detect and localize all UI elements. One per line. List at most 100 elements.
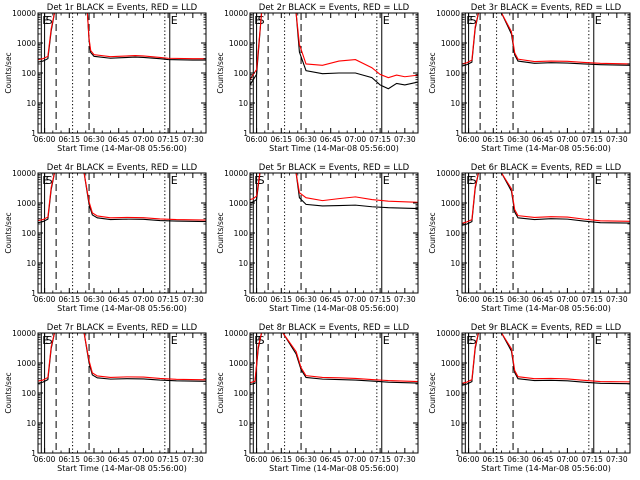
panel-title: Det 7r BLACK = Events, RED = LLD bbox=[47, 323, 198, 333]
y-tick-label: 1 bbox=[455, 129, 460, 138]
x-tick-label: 07:30 bbox=[394, 135, 416, 144]
x-tick-label: 06:30 bbox=[507, 295, 529, 304]
y-tick-label: 1000 bbox=[229, 199, 248, 208]
series-line-events bbox=[38, 13, 206, 63]
panel-title: Det 4r BLACK = Events, RED = LLD bbox=[47, 163, 198, 173]
x-tick-label: 06:00 bbox=[34, 135, 56, 144]
x-tick-label: 06:30 bbox=[295, 455, 317, 464]
series-line-events bbox=[462, 173, 630, 226]
event-marker-label: S bbox=[470, 14, 477, 27]
x-tick-label: 07:30 bbox=[182, 135, 204, 144]
y-tick-label: 10000 bbox=[12, 9, 36, 18]
y-tick-label: 100 bbox=[234, 69, 249, 78]
event-marker-label: S bbox=[258, 334, 265, 347]
x-tick-label: 06:15 bbox=[270, 295, 292, 304]
y-tick-label: 1 bbox=[31, 129, 36, 138]
y-tick-label: 100 bbox=[446, 69, 461, 78]
y-tick-label: 1 bbox=[243, 129, 248, 138]
x-tick-label: 06:15 bbox=[482, 455, 504, 464]
x-tick-label: 06:45 bbox=[320, 455, 342, 464]
x-tick-label: 06:30 bbox=[83, 455, 105, 464]
series-line-events bbox=[38, 333, 206, 384]
x-tick-label: 06:45 bbox=[532, 455, 554, 464]
series-line-events bbox=[462, 333, 630, 386]
x-tick-label: 07:15 bbox=[157, 295, 179, 304]
series-line-lld bbox=[250, 333, 418, 384]
y-tick-label: 100 bbox=[22, 229, 37, 238]
x-tick-label: 07:00 bbox=[557, 135, 579, 144]
y-axis-label: Counts/sec bbox=[4, 52, 13, 93]
x-axis-label: Start Time (14-Mar-08 05:56:00) bbox=[57, 144, 187, 153]
event-marker-label: E bbox=[595, 334, 602, 347]
x-axis-label: Start Time (14-Mar-08 05:56:00) bbox=[57, 304, 187, 313]
series-line-lld bbox=[462, 13, 630, 65]
x-tick-label: 06:15 bbox=[58, 295, 80, 304]
x-tick-label: 06:00 bbox=[246, 455, 268, 464]
plot-frame bbox=[461, 332, 631, 454]
y-tick-label: 100 bbox=[22, 389, 37, 398]
y-tick-label: 10000 bbox=[436, 9, 460, 18]
series-line-events bbox=[250, 13, 418, 90]
y-tick-label: 1 bbox=[31, 289, 36, 298]
y-axis-label: Counts/sec bbox=[216, 212, 225, 253]
panel-title: Det 2r BLACK = Events, RED = LLD bbox=[259, 3, 410, 13]
x-tick-label: 07:00 bbox=[345, 455, 367, 464]
y-tick-label: 1 bbox=[243, 449, 248, 458]
y-tick-label: 10 bbox=[26, 419, 36, 428]
x-tick-label: 06:30 bbox=[295, 295, 317, 304]
event-marker-label: E bbox=[466, 334, 473, 347]
x-tick-label: 07:15 bbox=[581, 455, 603, 464]
y-tick-label: 10 bbox=[238, 419, 248, 428]
y-tick-label: 1000 bbox=[17, 39, 36, 48]
x-tick-label: 07:15 bbox=[581, 135, 603, 144]
x-axis-label: Start Time (14-Mar-08 05:56:00) bbox=[269, 464, 399, 473]
event-marker-label: S bbox=[470, 334, 477, 347]
series-line-lld bbox=[462, 173, 630, 224]
x-axis-label: Start Time (14-Mar-08 05:56:00) bbox=[481, 464, 611, 473]
x-tick-label: 07:15 bbox=[369, 295, 391, 304]
plot-frame bbox=[37, 12, 207, 134]
event-marker-label: E bbox=[466, 14, 473, 27]
x-tick-label: 06:30 bbox=[83, 295, 105, 304]
x-tick-label: 07:00 bbox=[133, 455, 155, 464]
x-tick-label: 06:45 bbox=[532, 135, 554, 144]
x-tick-label: 06:00 bbox=[458, 455, 480, 464]
y-axis-label: Counts/sec bbox=[4, 372, 13, 413]
y-tick-label: 10000 bbox=[224, 9, 248, 18]
x-tick-label: 07:00 bbox=[133, 135, 155, 144]
x-tick-label: 07:15 bbox=[581, 295, 603, 304]
event-marker-label: E bbox=[171, 174, 178, 187]
plot-frame bbox=[37, 172, 207, 294]
x-tick-label: 06:45 bbox=[532, 295, 554, 304]
panel-title: Det 9r BLACK = Events, RED = LLD bbox=[471, 323, 622, 333]
y-tick-label: 10 bbox=[26, 259, 36, 268]
panel-title: Det 1r BLACK = Events, RED = LLD bbox=[47, 3, 198, 13]
x-tick-label: 07:00 bbox=[345, 135, 367, 144]
series-line-events bbox=[250, 333, 418, 386]
y-tick-label: 10 bbox=[450, 259, 460, 268]
series-line-lld bbox=[38, 13, 206, 61]
x-tick-label: 06:45 bbox=[108, 295, 130, 304]
x-tick-label: 06:00 bbox=[458, 295, 480, 304]
x-tick-label: 06:15 bbox=[482, 135, 504, 144]
event-marker-label: E bbox=[171, 334, 178, 347]
x-tick-label: 07:30 bbox=[606, 295, 628, 304]
y-tick-label: 100 bbox=[446, 389, 461, 398]
event-marker-label: E bbox=[42, 14, 49, 27]
plot-frame bbox=[461, 172, 631, 294]
x-tick-label: 06:45 bbox=[320, 135, 342, 144]
y-tick-label: 100 bbox=[234, 229, 249, 238]
y-axis-label: Counts/sec bbox=[428, 52, 437, 93]
y-tick-label: 1000 bbox=[441, 39, 460, 48]
series-line-events bbox=[38, 173, 206, 224]
y-tick-label: 1000 bbox=[441, 359, 460, 368]
x-tick-label: 06:15 bbox=[270, 455, 292, 464]
event-marker-label: S bbox=[46, 14, 53, 27]
x-tick-label: 06:30 bbox=[507, 455, 529, 464]
event-marker-label: E bbox=[466, 174, 473, 187]
